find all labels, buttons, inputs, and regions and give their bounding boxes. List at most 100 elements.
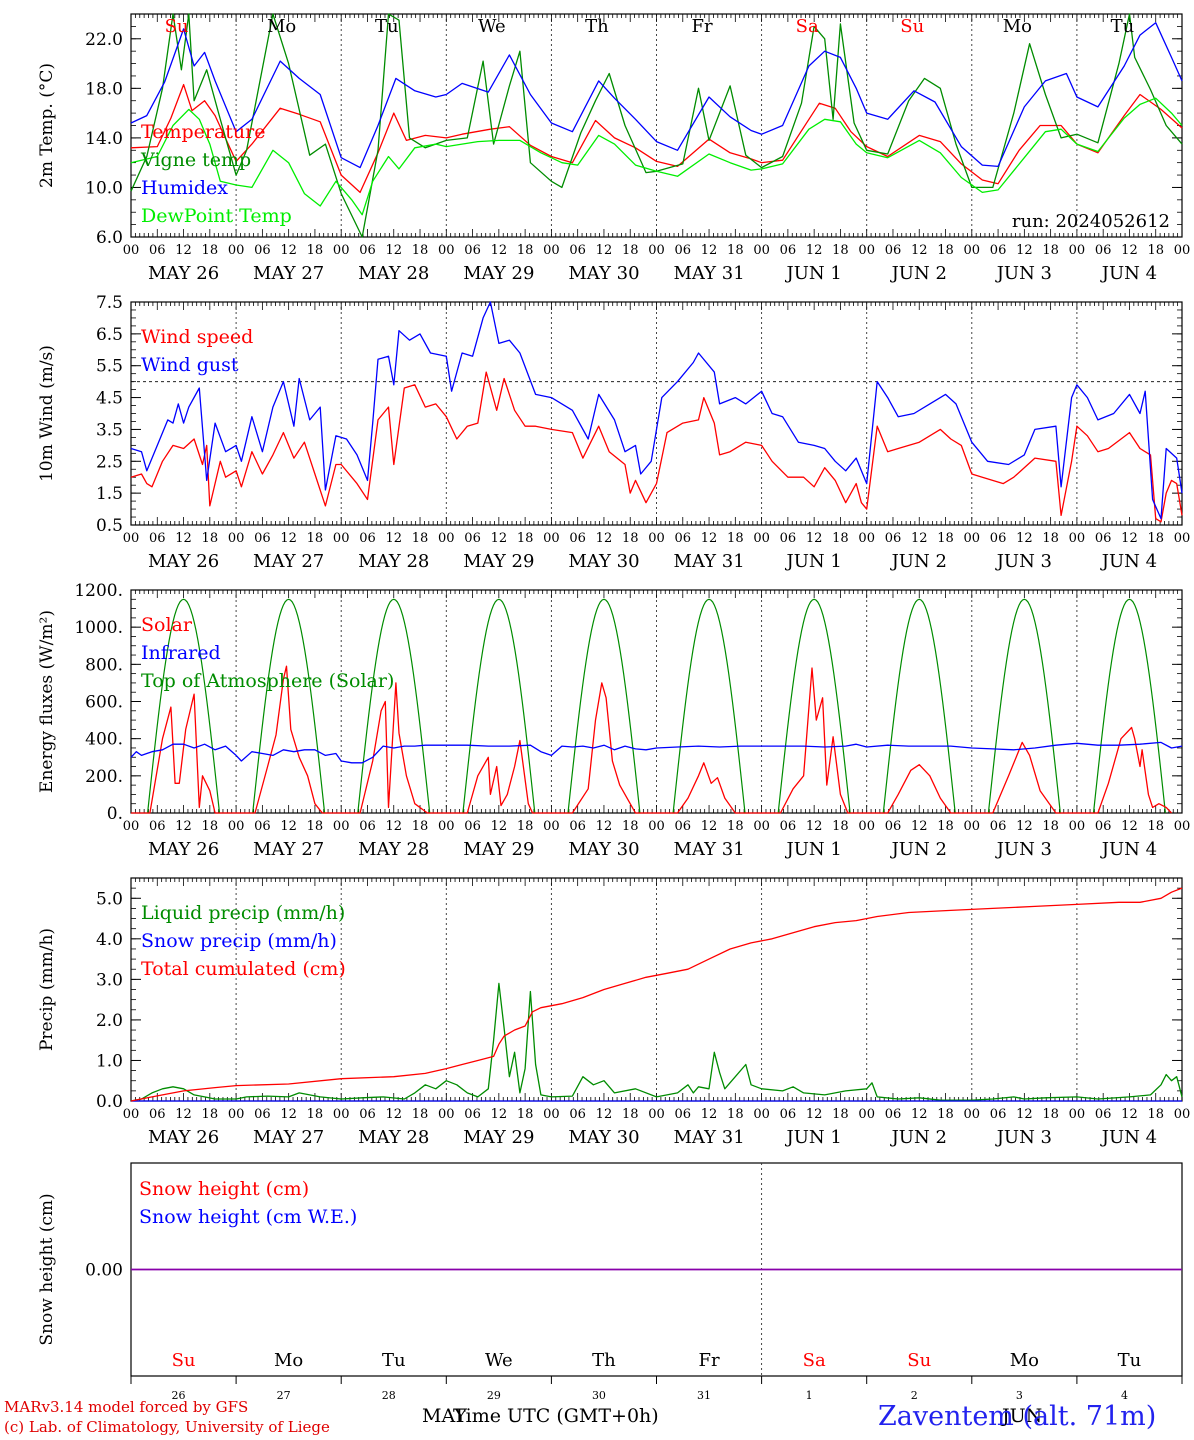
date-label: MAY 29 <box>463 263 534 284</box>
hour-tick-label: 18 <box>1042 1107 1059 1122</box>
hour-tick-label: 12 <box>385 531 402 546</box>
hour-tick-label: 18 <box>517 819 534 834</box>
hour-tick-label: 06 <box>1095 531 1112 546</box>
date-label: JUN 4 <box>1100 1127 1157 1148</box>
hour-tick-label: 06 <box>569 243 586 258</box>
date-label: MAY 31 <box>673 263 744 284</box>
legend-entry: Top of Atmosphere (Solar) <box>141 670 394 692</box>
hour-tick-label: 00 <box>753 1107 770 1122</box>
hour-tick-label: 18 <box>412 1107 429 1122</box>
hour-tick-label: 06 <box>885 243 902 258</box>
y-axis-title: 10m Wind (m/s) <box>37 345 57 482</box>
y-tick-label: 10.0 <box>85 178 123 198</box>
hour-tick-label: 00 <box>858 531 875 546</box>
day-number-label: 27 <box>277 1389 291 1402</box>
panel-3 <box>130 589 1183 814</box>
weekday-label: Tu <box>1118 1350 1142 1371</box>
hour-tick-label: 18 <box>727 531 744 546</box>
hour-tick-label: 18 <box>307 1107 324 1122</box>
hour-tick-label: 00 <box>123 531 140 546</box>
y-axis-title: Snow height (cm) <box>37 1193 57 1345</box>
hour-tick-label: 12 <box>701 819 718 834</box>
hour-tick-label: 06 <box>464 1107 481 1122</box>
hour-tick-label: 00 <box>1069 531 1086 546</box>
date-label: MAY 26 <box>148 551 219 572</box>
legend-entry: Wind speed <box>141 326 253 348</box>
date-label: JUN 1 <box>784 551 841 572</box>
hour-tick-label: 18 <box>832 819 849 834</box>
hour-tick-label: 00 <box>1174 531 1191 546</box>
hour-tick-label: 12 <box>1016 1107 1033 1122</box>
x-axis-title: Time UTC (GMT+0h) <box>453 1405 659 1427</box>
hour-tick-label: 00 <box>333 243 350 258</box>
hour-tick-label: 06 <box>359 1107 376 1122</box>
panel-1 <box>130 13 1183 238</box>
hour-tick-label: 06 <box>990 1107 1007 1122</box>
series-line-dewpoint-temp <box>130 97 1183 216</box>
weekday-label: Th <box>592 1350 616 1371</box>
y-tick-label: 0.00 <box>85 1261 123 1281</box>
date-label: JUN 2 <box>890 839 947 860</box>
hour-tick-label: 18 <box>202 243 219 258</box>
hour-tick-label: 06 <box>359 531 376 546</box>
hour-tick-label: 12 <box>701 243 718 258</box>
y-tick-label: 2.0 <box>96 1011 123 1031</box>
hour-tick-label: 12 <box>806 819 823 834</box>
day-number-label: 3 <box>1016 1389 1023 1402</box>
date-label: MAY 31 <box>673 1127 744 1148</box>
legend-entry: Wind gust <box>141 354 239 376</box>
hour-tick-label: 12 <box>596 243 613 258</box>
y-tick-label: 3.5 <box>96 420 123 440</box>
hour-tick-label: 00 <box>964 243 981 258</box>
hour-tick-label: 00 <box>438 1107 455 1122</box>
hour-tick-label: 18 <box>412 531 429 546</box>
date-label: MAY 27 <box>253 551 324 572</box>
weekday-label: Mo <box>267 16 296 37</box>
date-label: MAY 26 <box>148 263 219 284</box>
y-tick-label: 1.0 <box>96 1051 123 1071</box>
hour-tick-label: 12 <box>280 531 297 546</box>
hour-tick-label: 06 <box>569 819 586 834</box>
hour-tick-label: 00 <box>543 819 560 834</box>
weekday-label: Tu <box>375 16 399 37</box>
footer-lab-credit: (c) Lab. of Climatology, University of L… <box>4 1418 330 1436</box>
hour-tick-label: 18 <box>937 1107 954 1122</box>
day-number-label: 31 <box>697 1389 711 1402</box>
hour-tick-label: 00 <box>648 243 665 258</box>
hour-tick-label: 00 <box>648 531 665 546</box>
hour-tick-label: 12 <box>175 1107 192 1122</box>
y-tick-label: 0.5 <box>96 516 123 536</box>
hour-tick-label: 12 <box>911 243 928 258</box>
hour-tick-label: 00 <box>228 1107 245 1122</box>
date-label: JUN 3 <box>995 263 1052 284</box>
hour-tick-label: 00 <box>438 531 455 546</box>
date-label: MAY 26 <box>148 839 219 860</box>
legend-entry: Snow height (cm) <box>139 1178 309 1200</box>
hour-tick-label: 12 <box>1121 531 1138 546</box>
day-number-label: 2 <box>911 1389 918 1402</box>
date-label: JUN 2 <box>890 1127 947 1148</box>
hour-tick-label: 12 <box>385 819 402 834</box>
hour-tick-label: 18 <box>622 531 639 546</box>
hour-tick-label: 12 <box>491 531 508 546</box>
weekday-label: Fr <box>699 1350 720 1371</box>
hour-tick-label: 12 <box>911 531 928 546</box>
y-tick-label: 5.5 <box>96 357 123 377</box>
date-label: MAY 29 <box>463 551 534 572</box>
hour-tick-label: 00 <box>1069 243 1086 258</box>
y-tick-label: 1.5 <box>96 484 123 504</box>
hour-tick-label: 00 <box>858 243 875 258</box>
hour-tick-label: 12 <box>385 1107 402 1122</box>
weekday-label: Su <box>165 16 189 37</box>
hour-tick-label: 18 <box>202 1107 219 1122</box>
hour-tick-label: 18 <box>727 243 744 258</box>
hour-tick-label: 12 <box>806 1107 823 1122</box>
date-label: MAY 30 <box>568 551 639 572</box>
hour-tick-label: 00 <box>333 819 350 834</box>
hour-tick-label: 18 <box>832 243 849 258</box>
date-label: JUN 1 <box>784 839 841 860</box>
y-tick-label: 7.5 <box>96 293 123 313</box>
hour-tick-label: 06 <box>254 819 271 834</box>
weekday-label: Tu <box>382 1350 406 1371</box>
